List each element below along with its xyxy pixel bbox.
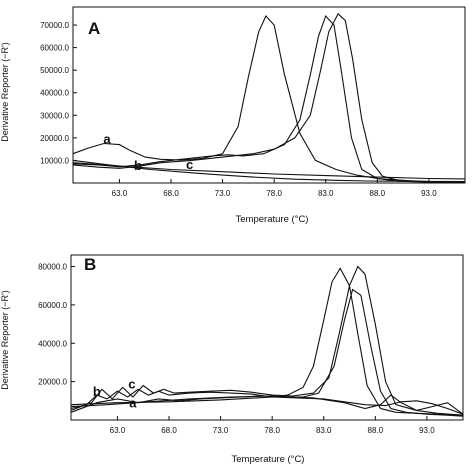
panel-b-annotations: b ca [93, 376, 137, 410]
panel-b-x-axis-label: Temperature (°C) [232, 454, 305, 465]
panel-a-y-tick-label: 70000.0 [40, 21, 69, 30]
panel-b-melt-curve-3 [70, 288, 464, 417]
panel-a-melt-curve-5 [72, 162, 466, 180]
panel-b-y-axis-label: Derivative Reporter (−R') [0, 290, 10, 390]
panel-a-x-axis-label: Temperature (°C) [236, 214, 309, 225]
panel-b-x-tick-label: 63.0 [110, 426, 126, 435]
panel-a-y-tick-label: 60000.0 [40, 44, 69, 53]
panel-b-x-ticks: 63.0 68.0 73.0 78.0 83.0 88.0 93.0 [110, 416, 435, 435]
panel-b-curve-label-b: b [93, 384, 101, 399]
panel-a-x-tick-label: 68.0 [163, 189, 179, 198]
panel-b: 20000.0 40000.0 60000.0 80000.0 63.0 68.0 73.… [0, 254, 464, 465]
panel-a-melt-curve-1 [72, 15, 466, 183]
panel-a-y-tick-label: 30000.0 [40, 111, 69, 120]
panel-a-melt-curve-2 [72, 14, 466, 184]
panel-b-x-tick-label: 73.0 [213, 426, 229, 435]
panel-a-y-tick-label: 50000.0 [40, 66, 69, 75]
panel-a-x-tick-label: 88.0 [370, 189, 386, 198]
panel-a-y-axis-label: Derivative Reporter (−R') [0, 42, 10, 142]
panel-b-y-tick-label: 60000.0 [38, 301, 67, 310]
panel-b-y-tick-label: 20000.0 [38, 378, 67, 387]
panel-b-melt-curve-5 [70, 396, 464, 415]
panel-a-x-ticks: 63.0 68.0 73.0 78.0 83.0 88.0 93.0 [112, 179, 437, 198]
panel-a-curve-label-b: b [134, 158, 142, 173]
panel-b-curve-label-a: a [129, 396, 137, 411]
panel-a-y-tick-label: 20000.0 [40, 134, 69, 143]
panel-b-x-tick-label: 78.0 [264, 426, 280, 435]
panel-b-x-tick-label: 93.0 [419, 426, 435, 435]
panel-a-curve-label-c: c [186, 157, 193, 172]
panel-b-melt-curve-1 [70, 267, 464, 416]
panel-a-y-tick-label: 10000.0 [40, 156, 69, 165]
panel-b-y-tick-label: 40000.0 [38, 339, 67, 348]
panel-a-curves [72, 12, 466, 184]
panel-b-y-tick-label: 80000.0 [38, 263, 67, 272]
panel-a-x-tick-label: 93.0 [421, 189, 437, 198]
panel-b-y-ticks: 20000.0 40000.0 60000.0 80000.0 [38, 263, 75, 387]
panel-b-letter: B [84, 255, 96, 274]
panel-a-x-tick-label: 73.0 [215, 189, 231, 198]
panel-a-letter: A [88, 19, 100, 38]
panel-a: 10000.0 20000.0 30000.0 40000.0 50000.0 60000… [0, 6, 466, 225]
panel-b-x-tick-label: 88.0 [368, 426, 384, 435]
panel-b-curve-label-c: c [128, 376, 135, 391]
panel-b-x-tick-label: 83.0 [316, 426, 332, 435]
panel-a-melt-curve-3 [72, 12, 466, 184]
panel-a-plot-frame [72, 6, 466, 184]
panel-a-x-tick-label: 78.0 [266, 189, 282, 198]
panel-b-melt-curve-4 [70, 394, 464, 415]
panel-b-melt-curve-2 [70, 265, 464, 416]
panel-a-melt-curve-4 [72, 159, 466, 183]
panel-a-y-ticks: 10000.0 20000.0 30000.0 40000.0 50000.0 60000… [40, 21, 77, 165]
panel-b-curves [70, 265, 464, 417]
panel-a-x-tick-label: 83.0 [318, 189, 334, 198]
panel-a-x-tick-label: 63.0 [112, 189, 128, 198]
panel-a-annotations: a b c [103, 132, 193, 173]
panel-b-plot-frame [70, 254, 464, 421]
panel-a-y-tick-label: 40000.0 [40, 89, 69, 98]
panel-b-x-tick-label: 68.0 [161, 426, 177, 435]
panel-a-curve-label-a: a [103, 132, 111, 147]
